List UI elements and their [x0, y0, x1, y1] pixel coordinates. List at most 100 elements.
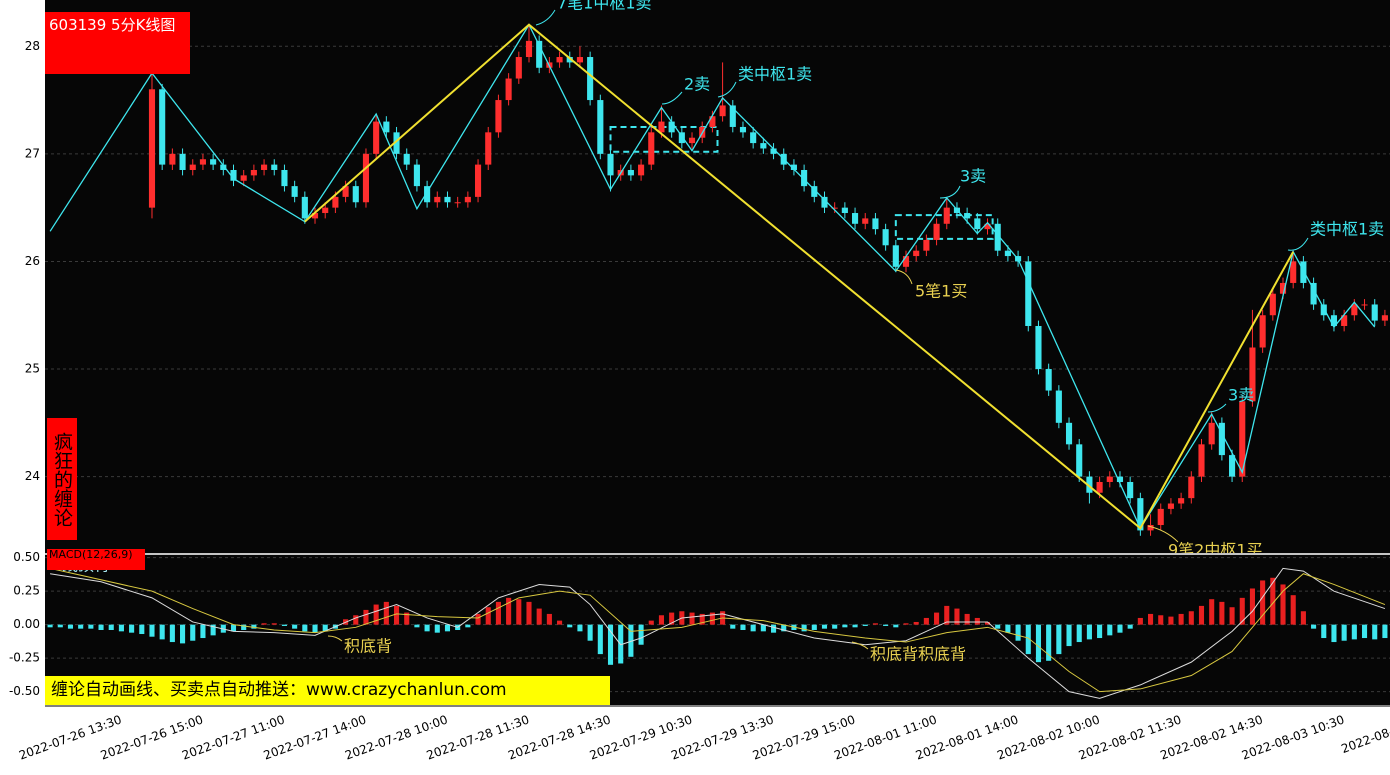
candle-body [393, 132, 400, 154]
macd-bar [669, 612, 675, 625]
candle-body [627, 169, 634, 176]
macd-bar [1351, 624, 1357, 640]
candle-body [1208, 422, 1215, 445]
macd-bar [1270, 577, 1276, 625]
candle-body [882, 229, 889, 246]
candle-body [1157, 508, 1164, 526]
candle-body [311, 213, 319, 219]
candle-body [556, 57, 563, 63]
macd-bar [159, 624, 165, 640]
macd-bar [118, 624, 124, 632]
macd-bar [964, 613, 970, 625]
candle-body [169, 153, 176, 165]
macd-bar [658, 615, 665, 625]
macd-bar [770, 624, 777, 633]
candle-body [790, 164, 797, 170]
macd-bar [984, 621, 991, 625]
macd-bar [781, 624, 787, 632]
candle-body [862, 218, 869, 224]
macd-bar [1066, 624, 1072, 647]
candle-body [597, 100, 604, 154]
macd-bar [129, 624, 135, 633]
candle-body [148, 89, 156, 208]
macd-bar [1331, 624, 1337, 643]
arrow [661, 91, 683, 105]
macd-bar [1035, 624, 1042, 663]
macd-bar [1280, 584, 1286, 625]
macd-bar [353, 615, 359, 625]
macd-bar [1086, 624, 1092, 640]
candle-body [454, 202, 461, 204]
candle-body [1198, 444, 1205, 477]
macd-bar [1158, 615, 1164, 625]
x-tick-label: 2022-08-03 [1339, 719, 1390, 756]
macd-bar [801, 624, 807, 632]
macd-bar [842, 624, 848, 628]
candle-body [505, 78, 512, 101]
macd-bar [424, 624, 430, 632]
macd-bar [1249, 588, 1255, 625]
side-label: 疯狂的缠论 [47, 418, 77, 540]
segment-line [304, 23, 1295, 530]
indicator-label: MACD(12,26,9) [47, 549, 145, 570]
y-tick-label: 27 [25, 146, 40, 160]
macd-bar [546, 613, 552, 625]
candle-body [159, 89, 166, 165]
macd-bar [149, 624, 155, 637]
macd-bar [648, 620, 654, 625]
candle-body [261, 164, 268, 170]
annotation: 9笔2中枢1买 [1168, 541, 1263, 560]
arrow [851, 641, 869, 650]
candle-body [271, 164, 278, 170]
candle-body [719, 105, 726, 117]
macd-bar [852, 624, 858, 628]
candle-body [1035, 325, 1042, 370]
candle-body [1300, 261, 1307, 283]
price-plot [45, 23, 1390, 536]
macd-bar [57, 624, 63, 628]
y-tick-label: 26 [25, 254, 40, 268]
macd-bar [139, 624, 145, 635]
macd-bar [180, 624, 186, 644]
macd-bar [536, 608, 542, 625]
macd-bar [485, 607, 491, 625]
macd-bar [1239, 597, 1245, 625]
candle-body [1351, 304, 1358, 316]
candle-body [373, 121, 380, 154]
annotation: 3卖 [1228, 386, 1254, 405]
macd-bar [1300, 611, 1306, 625]
macd-bar [169, 624, 175, 643]
macd-bar [414, 624, 420, 628]
annotation: 2卖 [684, 75, 710, 94]
price-panel [45, 0, 1390, 553]
macd-bar [47, 624, 53, 628]
candle-body [831, 207, 838, 209]
macd-bar [241, 624, 247, 630]
candle-body [994, 223, 1001, 251]
candle-body [1127, 481, 1134, 499]
macd-bar [1097, 624, 1103, 639]
macd-bar [1056, 624, 1062, 655]
macd-bar [821, 624, 828, 629]
macd-bar [903, 623, 909, 625]
candle-body [1218, 422, 1225, 456]
macd-line [49, 567, 1386, 693]
candle-body [1371, 304, 1378, 321]
candle-body [1086, 476, 1093, 493]
macd-bar [577, 624, 583, 632]
candle-body [648, 132, 655, 165]
macd-bar [1127, 624, 1133, 629]
y-tick-label: 28 [25, 39, 40, 53]
macd-bar [740, 624, 746, 630]
candle-body [1259, 315, 1266, 348]
arrow [1147, 525, 1179, 543]
candle-body [189, 164, 196, 170]
chart-title: 603139 5分K线图 [45, 12, 190, 74]
candle-body [1320, 304, 1327, 316]
candle-body [332, 196, 339, 208]
y-tick-label: -0.50 [9, 684, 40, 698]
candle-body [852, 213, 859, 224]
candle-body [413, 164, 420, 187]
candle-body [352, 186, 359, 203]
